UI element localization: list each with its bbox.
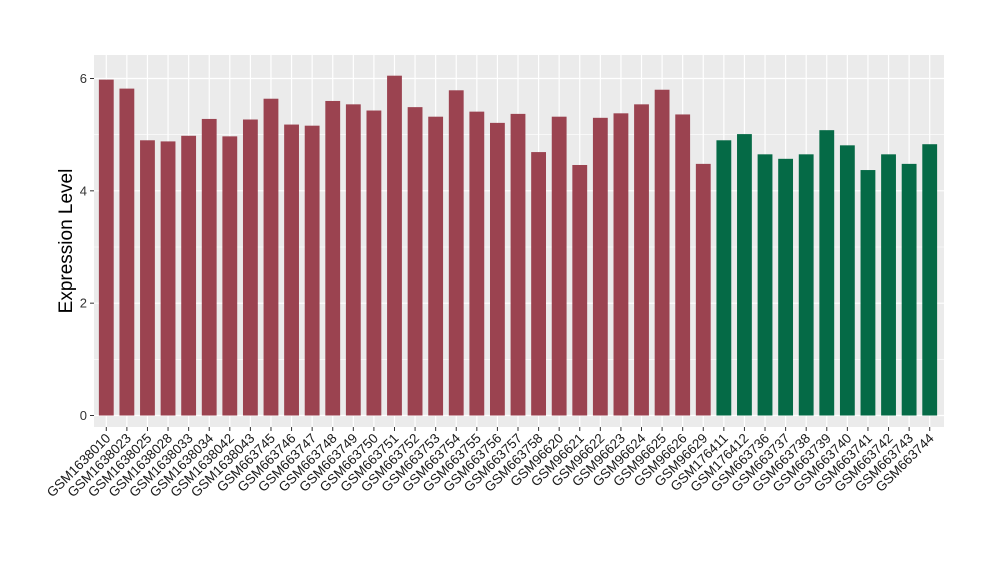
bar-GSM96629: [695, 163, 711, 416]
bar-GSM1638033: [181, 135, 197, 416]
bar-GSM176412: [737, 134, 752, 416]
bar-GSM1638034: [201, 118, 217, 416]
y-tick-label: 2: [80, 296, 87, 311]
bar-GSM663751: [387, 75, 402, 416]
bar-GSM1638028: [160, 141, 176, 416]
bar-GSM663746: [284, 124, 299, 416]
bar-GSM663742: [881, 154, 896, 416]
bar-GSM1638043: [242, 119, 258, 416]
bar-GSM663752: [407, 107, 423, 416]
bar-GSM1638023: [119, 88, 135, 416]
bar-GSM663747: [304, 125, 320, 416]
bar-GSM96625: [654, 89, 670, 416]
bar-GSM663741: [860, 170, 876, 416]
bar-GSM663736: [757, 154, 773, 416]
bar-GSM663755: [469, 111, 485, 416]
bar-GSM663739: [819, 130, 835, 416]
bar-GSM663738: [798, 154, 814, 416]
bar-GSM663737: [778, 158, 794, 416]
x-axis: GSM1638010GSM1638023GSM1638025GSM1638028…: [44, 427, 937, 500]
bar-GSM663740: [839, 145, 855, 416]
y-tick-label: 4: [80, 183, 87, 198]
bar-GSM96623: [613, 113, 629, 416]
y-tick-label: 6: [80, 71, 87, 86]
bar-GSM176411: [716, 140, 732, 416]
bar-GSM96626: [675, 114, 691, 416]
bar-GSM96621: [572, 164, 588, 416]
bar-GSM663753: [428, 116, 444, 416]
bar-GSM663750: [366, 110, 382, 416]
bar-GSM663744: [922, 144, 938, 416]
bar-GSM663756: [490, 122, 505, 416]
y-axis: 0 2 4 6: [80, 71, 94, 423]
bar-GSM1638010: [98, 79, 114, 416]
bar-GSM1638042: [222, 136, 238, 416]
bar-GSM663758: [531, 152, 546, 416]
bar-GSM96624: [634, 104, 649, 416]
bar-GSM96622: [592, 117, 608, 416]
bar-GSM663757: [510, 113, 526, 416]
bar-GSM663743: [901, 163, 917, 416]
y-axis-title: Expression Level: [56, 169, 77, 314]
bars: [98, 75, 938, 416]
bar-GSM663745: [263, 98, 279, 416]
y-tick-label: 0: [80, 408, 87, 423]
bar-GSM663749: [345, 104, 361, 416]
bar-GSM663754: [448, 90, 464, 416]
bar-GSM96620: [551, 116, 567, 416]
bar-GSM1638025: [140, 140, 155, 416]
bar-GSM663748: [325, 100, 341, 416]
